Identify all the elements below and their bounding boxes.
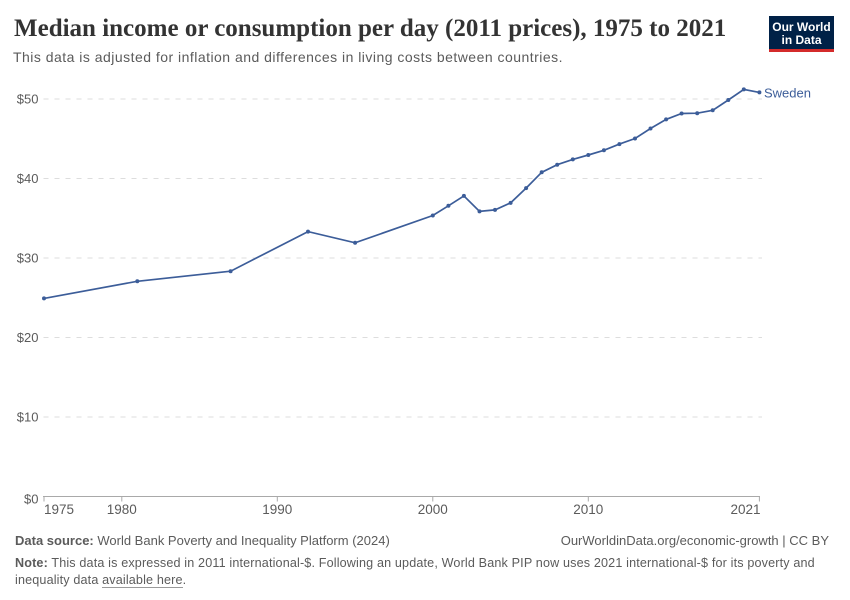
svg-text:$50: $50 xyxy=(17,92,39,107)
svg-text:1975: 1975 xyxy=(44,502,74,517)
svg-text:1990: 1990 xyxy=(262,502,292,517)
svg-text:2010: 2010 xyxy=(573,502,603,517)
svg-text:$20: $20 xyxy=(17,330,39,345)
svg-text:$40: $40 xyxy=(17,171,39,186)
svg-text:2000: 2000 xyxy=(418,502,448,517)
svg-text:1980: 1980 xyxy=(107,502,137,517)
svg-text:$0: $0 xyxy=(24,492,38,507)
svg-text:2021: 2021 xyxy=(730,502,760,517)
svg-text:$30: $30 xyxy=(17,251,39,266)
svg-text:$10: $10 xyxy=(17,410,39,425)
svg-text:Sweden: Sweden xyxy=(764,86,811,101)
